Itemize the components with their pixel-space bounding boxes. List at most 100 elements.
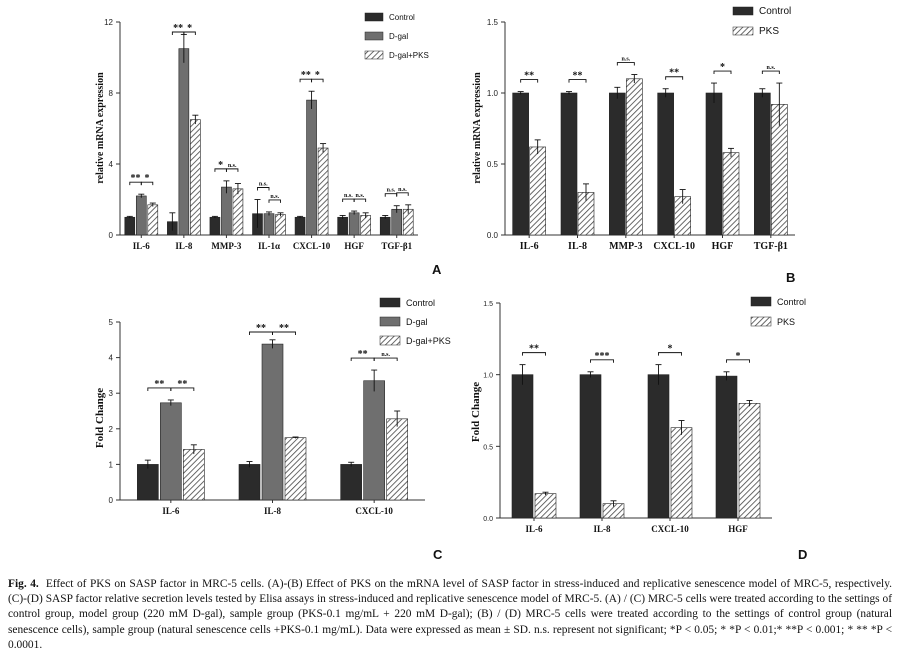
legend-swatch (732, 6, 754, 16)
x-tick-label: IL-8 (568, 241, 587, 252)
significance-label: *** (595, 351, 610, 362)
legend-swatch (379, 335, 401, 346)
y-axis-label: relative mRNA expression (95, 72, 106, 184)
bar-d-gal-pks (275, 214, 286, 236)
significance-label: n.s. (259, 182, 268, 188)
legend-swatch (750, 296, 772, 307)
y-tick-label: 1.0 (483, 373, 493, 380)
bar-control (715, 375, 738, 519)
bar-control (754, 92, 771, 236)
bar-d-gal-pks (360, 215, 371, 236)
bar-control (337, 216, 348, 236)
bar-d-gal (348, 212, 360, 236)
bar-d-gal (261, 343, 284, 501)
bar-control (647, 374, 670, 519)
bar-d-gal (391, 208, 403, 236)
significance-bracket (342, 198, 355, 203)
bar-control (137, 464, 159, 501)
x-tick-label: IL-8 (593, 524, 611, 534)
x-tick-label: CXCL-10 (653, 241, 695, 252)
significance-bracket (225, 168, 239, 172)
bar-control (294, 216, 306, 236)
panel-a-chart: 0 4 8 12 relative mRNA expression IL-6 IL-8 MMP… (95, 12, 442, 277)
bar-d-gal-pks (147, 204, 159, 236)
legend-label: Control (406, 298, 435, 308)
caption-label: Fig. 4. (8, 578, 39, 590)
significance-label: n.s. (387, 188, 396, 194)
bar-d-gal-pks (386, 418, 408, 501)
significance-bracket (522, 352, 546, 356)
bar-control (579, 374, 602, 519)
significance-bracket (272, 331, 296, 335)
significance-label: n.s. (356, 193, 365, 199)
significance-label: * (720, 62, 725, 73)
y-tick-label: 1 (109, 460, 114, 469)
y-tick-label: 0.5 (487, 160, 499, 169)
bar-control (609, 92, 626, 236)
significance-label: * (736, 351, 741, 362)
x-tick-label: IL-6 (525, 524, 543, 534)
bar-control (124, 216, 136, 236)
significance-label: ** (524, 71, 534, 82)
significance-label: ** (358, 349, 368, 360)
panel-label: B (786, 270, 795, 285)
bar-control (705, 92, 723, 236)
significance-bracket (183, 31, 196, 35)
bar-d-gal-pks (183, 449, 205, 501)
y-axis-label: relative mRNA expression (472, 72, 483, 184)
bar-d-gal (263, 213, 275, 236)
panel-label: A (432, 262, 442, 277)
bar-pks (670, 427, 693, 519)
significance-bracket (616, 62, 635, 66)
x-tick-label: MMP-3 (211, 241, 241, 251)
x-tick-label: TGF-β1 (381, 241, 412, 251)
legend-label: Control (389, 13, 415, 22)
significance-bracket (761, 70, 780, 75)
significance-label: ** (154, 379, 164, 390)
x-tick-label: HGF (712, 241, 734, 252)
caption-text: Effect of PKS on SASP factor in MRC-5 ce… (8, 578, 892, 651)
legend-swatch (379, 316, 401, 327)
significance-bracket (658, 352, 682, 356)
bar-pks (534, 493, 557, 519)
panel-label: D (798, 547, 807, 562)
bar-pks (722, 152, 740, 236)
significance-bracket (140, 181, 154, 186)
figure-caption: Fig. 4. Effect of PKS on SASP factor in … (8, 577, 892, 653)
legend-label: Control (777, 297, 806, 307)
y-tick-label: 2 (109, 425, 114, 434)
bar-d-gal (178, 48, 190, 236)
x-tick-label: IL-1α (258, 241, 280, 251)
x-tick-label: IL-6 (133, 241, 151, 251)
significance-bracket (520, 79, 539, 83)
legend-label: PKS (759, 26, 779, 37)
x-tick-label: CXCL-10 (355, 506, 393, 516)
legend-swatch (732, 26, 754, 36)
y-tick-label: 4 (109, 160, 114, 169)
legend-label: D-gal (406, 317, 428, 327)
significance-bracket (713, 70, 732, 75)
significance-bracket (311, 78, 324, 83)
x-tick-label: CXCL-10 (293, 241, 331, 251)
panel-b-chart: 0.0 0.5 1.0 1.5 relative mRNA expression IL-6… (472, 6, 795, 285)
significance-label: * (218, 160, 223, 171)
y-tick-label: 1.5 (483, 301, 493, 308)
significance-bracket (568, 79, 587, 83)
significance-bracket (726, 359, 750, 363)
significance-label: n.s. (344, 193, 353, 199)
significance-bracket (257, 187, 270, 191)
bar-d-gal (135, 195, 147, 236)
x-tick-label: HGF (344, 241, 364, 251)
bar-d-gal (160, 402, 182, 501)
panel-c-chart: 0 1 2 3 4 5 Fold Change IL-6 IL-8 CXCL-10 ** ** ** **… (94, 297, 451, 562)
y-tick-label: 0.5 (483, 444, 493, 451)
significance-bracket (268, 199, 281, 203)
bar-control (560, 92, 578, 236)
x-tick-label: IL-6 (162, 506, 180, 516)
x-tick-label: HGF (728, 524, 748, 534)
y-tick-label: 0 (109, 231, 114, 240)
significance-label: * (668, 344, 673, 355)
significance-label: * (315, 70, 320, 81)
bar-pks (529, 146, 546, 236)
